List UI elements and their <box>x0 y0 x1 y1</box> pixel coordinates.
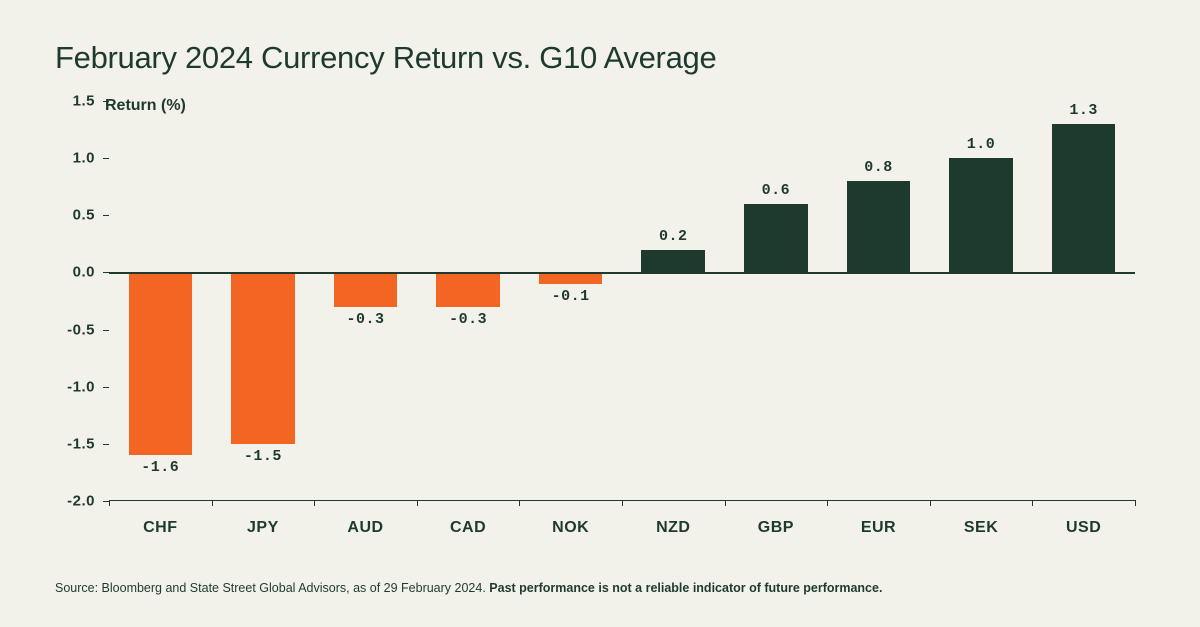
bar-slot: 0.2 <box>622 101 725 500</box>
x-tick-mark <box>725 500 726 506</box>
y-tick-label: 0.5 <box>55 207 95 224</box>
bar-slot: 1.0 <box>930 101 1033 500</box>
y-tick-label: -2.0 <box>55 493 95 510</box>
x-tick-mark <box>109 500 110 506</box>
y-tick-mark <box>103 158 109 159</box>
bar <box>949 158 1013 272</box>
bar-value-label: -0.3 <box>346 311 384 328</box>
bar-value-label: 0.8 <box>864 159 893 176</box>
chart-area: Return (%) -1.6-1.5-0.3-0.3-0.10.20.60.8… <box>55 101 1145 541</box>
x-axis-label: NZD <box>622 507 725 541</box>
bar-slot: -0.3 <box>314 101 417 500</box>
y-tick-mark <box>103 387 109 388</box>
x-tick-mark <box>314 500 315 506</box>
x-axis-label: NOK <box>519 507 622 541</box>
x-axis-label: AUD <box>314 507 417 541</box>
source-disclaimer: Past performance is not a reliable indic… <box>489 581 882 595</box>
bar <box>641 250 705 273</box>
x-tick-mark <box>519 500 520 506</box>
bar-slot: -1.6 <box>109 101 212 500</box>
bar <box>539 272 603 283</box>
bar-slot: 0.8 <box>827 101 930 500</box>
bar <box>847 181 911 272</box>
y-tick-label: -0.5 <box>55 321 95 338</box>
y-tick-label: 1.5 <box>55 93 95 110</box>
bar-value-label: -0.3 <box>449 311 487 328</box>
x-axis-label: USD <box>1032 507 1135 541</box>
x-axis-label: EUR <box>827 507 930 541</box>
bar-slot: -0.1 <box>519 101 622 500</box>
source-text: Source: Bloomberg and State Street Globa… <box>55 581 489 595</box>
bar-value-label: 0.2 <box>659 228 688 245</box>
bar-value-label: -0.1 <box>552 288 590 305</box>
bar-value-label: 0.6 <box>762 182 791 199</box>
bar-slot: -0.3 <box>417 101 520 500</box>
zero-line <box>109 272 1135 274</box>
bar-value-label: 1.0 <box>967 136 996 153</box>
bar-slot: -1.5 <box>212 101 315 500</box>
bar <box>129 272 193 455</box>
y-tick-mark <box>103 444 109 445</box>
y-tick-mark <box>103 272 109 273</box>
y-tick-label: 1.0 <box>55 150 95 167</box>
bar-slot: 0.6 <box>725 101 828 500</box>
x-tick-mark <box>417 500 418 506</box>
chart-title: February 2024 Currency Return vs. G10 Av… <box>55 40 1145 76</box>
bar <box>231 272 295 443</box>
x-tick-mark <box>930 500 931 506</box>
x-tick-mark <box>212 500 213 506</box>
x-axis-label: CHF <box>109 507 212 541</box>
y-tick-mark <box>103 101 109 102</box>
x-tick-mark <box>1032 500 1033 506</box>
y-tick-label: 0.0 <box>55 264 95 281</box>
y-tick-mark <box>103 215 109 216</box>
y-tick-mark <box>103 330 109 331</box>
bar <box>744 204 808 273</box>
bar-value-label: -1.5 <box>244 448 282 465</box>
x-axis-label: SEK <box>930 507 1033 541</box>
x-axis-labels: CHFJPYAUDCADNOKNZDGBPEURSEKUSD <box>109 507 1135 541</box>
plot-region: -1.6 -1.5 -0.3 -0.3 -0.1 0.2 0.6 0.8 1.0 1.3 <box>109 101 1135 501</box>
x-axis-label: JPY <box>212 507 315 541</box>
x-tick-mark <box>1135 500 1136 506</box>
y-tick-mark <box>103 501 109 502</box>
bars-container: -1.6 -1.5 -0.3 -0.3 -0.1 0.2 0.6 0.8 1.0 1.3 <box>109 101 1135 500</box>
x-axis-label: GBP <box>725 507 828 541</box>
x-axis-label: CAD <box>417 507 520 541</box>
bar <box>436 272 500 306</box>
bar <box>1052 124 1116 273</box>
x-tick-mark <box>827 500 828 506</box>
x-tick-mark <box>622 500 623 506</box>
bar-value-label: -1.6 <box>141 459 179 476</box>
bar-value-label: 1.3 <box>1069 102 1098 119</box>
y-tick-label: -1.5 <box>55 435 95 452</box>
y-tick-label: -1.0 <box>55 378 95 395</box>
bar <box>334 272 398 306</box>
source-note: Source: Bloomberg and State Street Globa… <box>55 581 882 595</box>
bar-slot: 1.3 <box>1032 101 1135 500</box>
